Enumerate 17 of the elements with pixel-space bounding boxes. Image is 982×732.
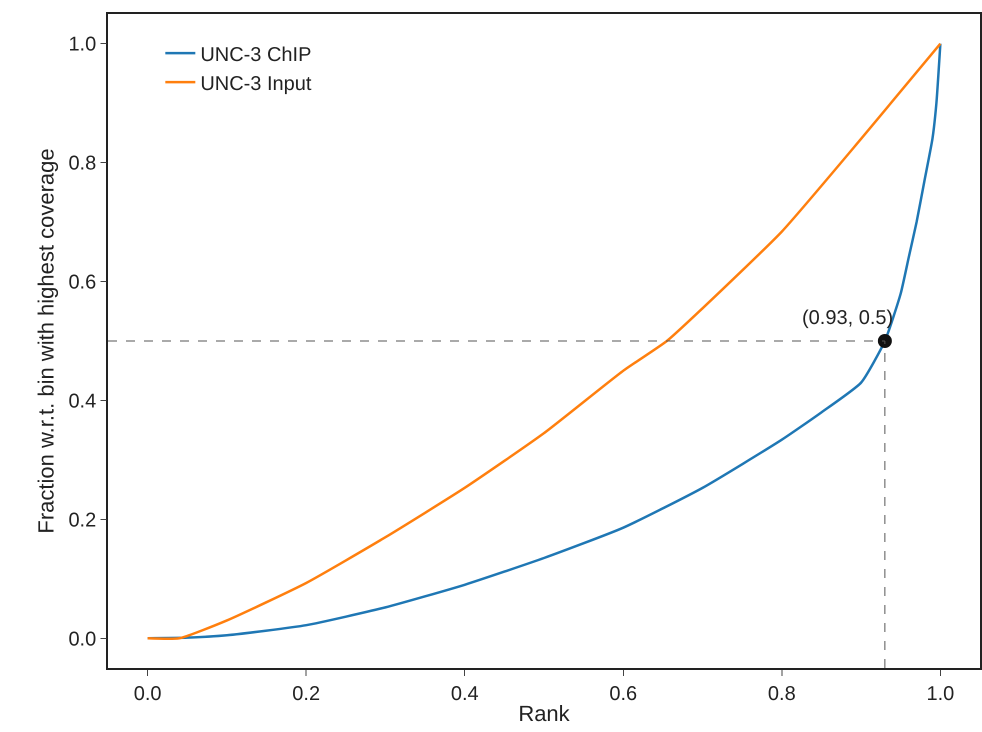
legend-label: UNC-3 Input xyxy=(200,72,312,95)
y-tick-label: 0.0 xyxy=(68,628,96,650)
y-tick-label: 0.4 xyxy=(68,390,96,412)
y-tick-label: 0.2 xyxy=(68,509,96,532)
x-tick-label: 1.0 xyxy=(926,682,954,705)
x-tick-label: 0.6 xyxy=(609,682,638,705)
x-axis-title: Rank xyxy=(518,701,571,726)
y-tick-label: 1.0 xyxy=(68,34,96,56)
y-axis-title: Fraction w.r.t. bin with highest coverage xyxy=(34,148,58,534)
x-tick-label: 0.0 xyxy=(134,682,162,705)
legend-label: UNC-3 ChIP xyxy=(200,44,312,66)
x-tick-label: 0.4 xyxy=(450,682,479,705)
y-tick-label: 0.6 xyxy=(68,272,96,294)
x-tick-label: 0.2 xyxy=(292,682,320,705)
x-tick-label: 0.8 xyxy=(768,682,796,705)
annotation: (0.93, 0.5) xyxy=(802,307,894,329)
y-tick-label: 0.8 xyxy=(68,152,96,175)
